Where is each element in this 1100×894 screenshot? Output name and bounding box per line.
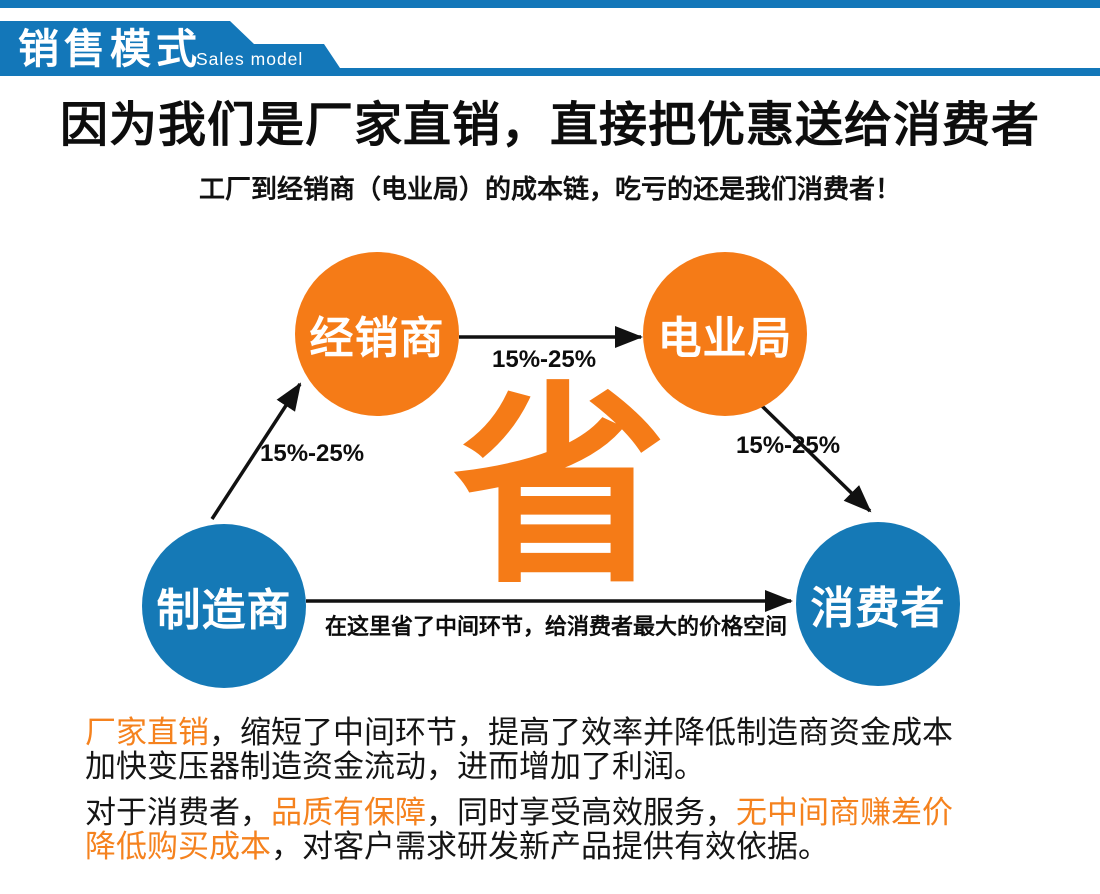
paragraph-line: 对于消费者，品质有保障，同时享受高效服务，无中间商赚差价 <box>85 796 1025 830</box>
highlight-factory-direct: 厂家直销 <box>85 715 209 750</box>
highlight-quality-guarantee: 品质有保障 <box>271 795 426 830</box>
highlight-no-middleman: 无中间商赚差价 <box>736 795 953 830</box>
main-subtitle: 工厂到经销商（电业局）的成本链，吃亏的还是我们消费者！ <box>198 174 901 204</box>
node-dealer-circle: 经销商 <box>295 252 459 416</box>
paragraph-text: ，同时享受高效服务， <box>426 795 736 830</box>
paragraph-text: 对于消费者， <box>85 795 271 830</box>
paragraph-line: 厂家直销，缩短了中间环节，提高了效率并降低制造商资金成本 <box>85 716 1025 750</box>
save-character: 省 <box>453 369 667 608</box>
percent-label-bureau-consumer: 15%-25% <box>736 432 841 459</box>
node-dealer-label: 经销商 <box>309 314 445 363</box>
banner-subtitle-en: Sales model <box>196 49 303 69</box>
arrow-bureau-to-consumer <box>760 404 872 513</box>
node-manufacturer-label: 制造商 <box>156 586 292 635</box>
top-blue-strip <box>0 0 1100 8</box>
banner-ribbon-shape <box>0 21 1100 76</box>
node-power-bureau-circle: 电业局 <box>643 252 807 416</box>
main-title: 因为我们是厂家直销，直接把优惠送给消费者 <box>59 99 1040 152</box>
paragraph-factory-direct: 厂家直销，缩短了中间环节，提高了效率并降低制造商资金成本 加快变压器制造资金流动… <box>85 716 1025 784</box>
node-consumer-label: 消费者 <box>810 584 946 633</box>
percent-label-dealer-bureau: 15%-25% <box>492 346 597 373</box>
highlight-lower-cost: 降低购买成本 <box>85 829 271 864</box>
paragraph-consumer-benefits: 对于消费者，品质有保障，同时享受高效服务，无中间商赚差价 降低购买成本，对客户需… <box>85 796 1025 864</box>
node-power-bureau-label: 电业局 <box>657 314 793 363</box>
paragraph-text: ，缩短了中间环节，提高了效率并降低制造商资金成本 <box>209 715 953 750</box>
paragraph-line: 加快变压器制造资金流动，进而增加了利润。 <box>85 749 705 784</box>
node-consumer-circle: 消费者 <box>796 522 960 686</box>
paragraph-line: 降低购买成本，对客户需求研发新产品提供有效依据。 <box>85 830 1025 864</box>
section-header-banner: 销售模式 Sales model <box>0 21 1100 76</box>
flow-annotation: 在这里省了中间环节，给消费者最大的价格空间 <box>325 614 788 639</box>
arrow-manufacturer-to-dealer <box>210 382 302 520</box>
banner-title: 销售模式 <box>18 26 202 72</box>
node-manufacturer-circle: 制造商 <box>142 524 306 688</box>
paragraph-text: ，对客户需求研发新产品提供有效依据。 <box>271 829 829 864</box>
percent-label-manufacturer-dealer: 15%-25% <box>260 440 365 467</box>
